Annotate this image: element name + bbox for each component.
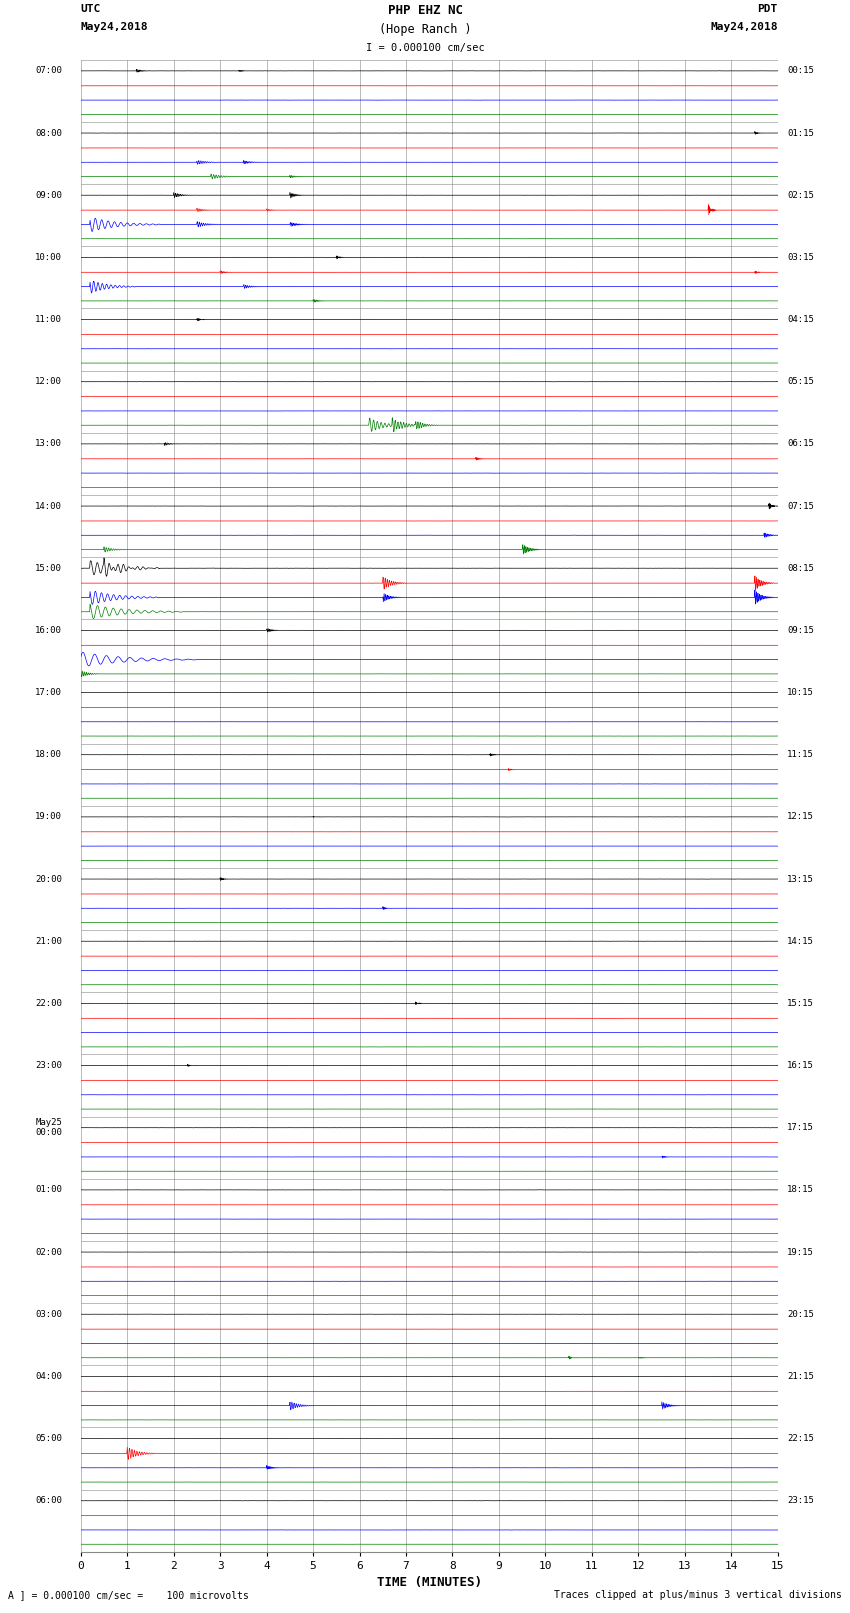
Text: A ] = 0.000100 cm/sec =    100 microvolts: A ] = 0.000100 cm/sec = 100 microvolts [8, 1590, 249, 1600]
Text: I = 0.000100 cm/sec: I = 0.000100 cm/sec [366, 44, 484, 53]
Text: 10:15: 10:15 [787, 689, 814, 697]
Text: 06:15: 06:15 [787, 439, 814, 448]
Text: 07:15: 07:15 [787, 502, 814, 511]
Text: May24,2018: May24,2018 [711, 23, 778, 32]
Text: 04:00: 04:00 [36, 1373, 62, 1381]
Text: 11:15: 11:15 [787, 750, 814, 760]
Text: 10:00: 10:00 [36, 253, 62, 261]
Text: 19:00: 19:00 [36, 813, 62, 821]
Text: 05:15: 05:15 [787, 377, 814, 386]
Text: PHP EHZ NC: PHP EHZ NC [388, 5, 462, 18]
Text: May25
00:00: May25 00:00 [36, 1118, 62, 1137]
Text: 03:15: 03:15 [787, 253, 814, 261]
Text: 21:00: 21:00 [36, 937, 62, 945]
Text: 19:15: 19:15 [787, 1247, 814, 1257]
Text: 13:15: 13:15 [787, 874, 814, 884]
Text: UTC: UTC [81, 5, 101, 15]
Text: 17:15: 17:15 [787, 1123, 814, 1132]
Text: 11:00: 11:00 [36, 315, 62, 324]
Text: 08:15: 08:15 [787, 563, 814, 573]
Text: PDT: PDT [757, 5, 778, 15]
X-axis label: TIME (MINUTES): TIME (MINUTES) [377, 1576, 482, 1589]
Text: 17:00: 17:00 [36, 689, 62, 697]
Text: 04:15: 04:15 [787, 315, 814, 324]
Text: 22:15: 22:15 [787, 1434, 814, 1444]
Text: 00:15: 00:15 [787, 66, 814, 76]
Text: 09:15: 09:15 [787, 626, 814, 636]
Text: 09:00: 09:00 [36, 190, 62, 200]
Text: May24,2018: May24,2018 [81, 23, 148, 32]
Text: 07:00: 07:00 [36, 66, 62, 76]
Text: 23:00: 23:00 [36, 1061, 62, 1069]
Text: 12:15: 12:15 [787, 813, 814, 821]
Text: 15:00: 15:00 [36, 563, 62, 573]
Text: 13:00: 13:00 [36, 439, 62, 448]
Text: 03:00: 03:00 [36, 1310, 62, 1319]
Text: 16:15: 16:15 [787, 1061, 814, 1069]
Text: 22:00: 22:00 [36, 998, 62, 1008]
Text: (Hope Ranch ): (Hope Ranch ) [379, 24, 471, 37]
Text: 14:00: 14:00 [36, 502, 62, 511]
Text: 20:00: 20:00 [36, 874, 62, 884]
Text: Traces clipped at plus/minus 3 vertical divisions: Traces clipped at plus/minus 3 vertical … [553, 1590, 842, 1600]
Text: 14:15: 14:15 [787, 937, 814, 945]
Text: 16:00: 16:00 [36, 626, 62, 636]
Text: 20:15: 20:15 [787, 1310, 814, 1319]
Text: 02:00: 02:00 [36, 1247, 62, 1257]
Text: 18:15: 18:15 [787, 1186, 814, 1194]
Text: 01:00: 01:00 [36, 1186, 62, 1194]
Text: 02:15: 02:15 [787, 190, 814, 200]
Text: 08:00: 08:00 [36, 129, 62, 137]
Text: 06:00: 06:00 [36, 1497, 62, 1505]
Text: 23:15: 23:15 [787, 1497, 814, 1505]
Text: 01:15: 01:15 [787, 129, 814, 137]
Text: 18:00: 18:00 [36, 750, 62, 760]
Text: 15:15: 15:15 [787, 998, 814, 1008]
Text: 05:00: 05:00 [36, 1434, 62, 1444]
Text: 21:15: 21:15 [787, 1373, 814, 1381]
Text: 12:00: 12:00 [36, 377, 62, 386]
